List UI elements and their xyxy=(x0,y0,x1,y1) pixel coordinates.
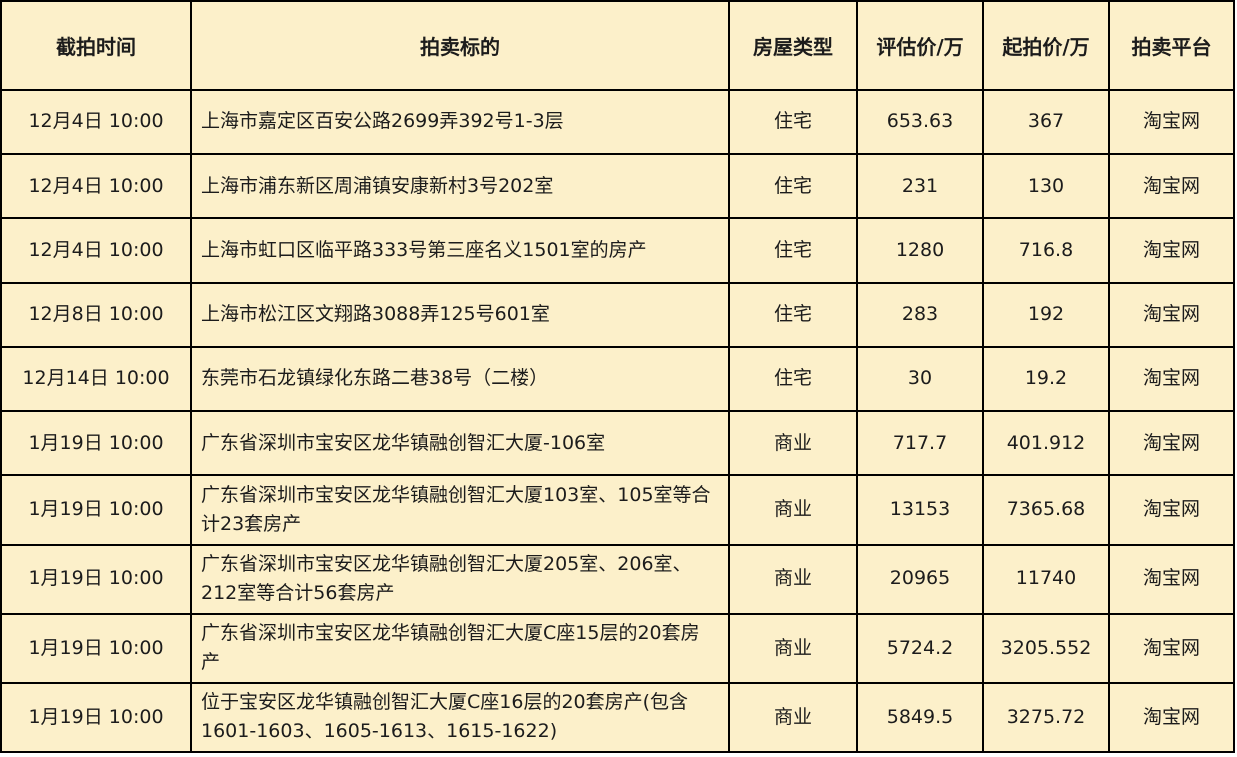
cell-start-price: 716.8 xyxy=(982,217,1110,284)
cell-appraisal-price: 5724.2 xyxy=(856,612,984,684)
cell-auction-end-time: 12月4日 10:00 xyxy=(0,153,192,220)
cell-start-price: 19.2 xyxy=(982,345,1110,413)
cell-house-type: 住宅 xyxy=(728,281,858,348)
cell-auction-end-time: 12月8日 10:00 xyxy=(0,281,192,348)
cell-auction-platform: 淘宝网 xyxy=(1108,153,1235,220)
column-header-appraisal: 评估价/万 xyxy=(856,0,984,91)
cell-house-type: 商业 xyxy=(728,474,858,546)
column-header-subject: 拍卖标的 xyxy=(190,0,730,91)
cell-auction-platform: 淘宝网 xyxy=(1108,681,1235,754)
cell-auction-subject: 上海市嘉定区百安公路2699弄392号1-3层 xyxy=(190,88,730,156)
cell-house-type: 住宅 xyxy=(728,217,858,284)
cell-appraisal-price: 30 xyxy=(856,345,984,413)
cell-house-type: 商业 xyxy=(728,410,858,477)
cell-house-type: 商业 xyxy=(728,681,858,754)
cell-start-price: 3205.552 xyxy=(982,612,1110,684)
cell-auction-platform: 淘宝网 xyxy=(1108,543,1235,615)
table-row: 1月19日 10:00 广东省深圳市宝安区龙华镇融创智汇大厦C座15层的20套房… xyxy=(0,612,1235,684)
cell-auction-end-time: 1月19日 10:00 xyxy=(0,612,192,684)
column-header-type: 房屋类型 xyxy=(728,0,858,91)
cell-start-price: 3275.72 xyxy=(982,681,1110,754)
cell-auction-end-time: 1月19日 10:00 xyxy=(0,543,192,615)
cell-auction-end-time: 12月4日 10:00 xyxy=(0,217,192,284)
table-row: 12月4日 10:00 上海市浦东新区周浦镇安康新村3号202室 住宅 231 … xyxy=(0,153,1235,220)
cell-auction-end-time: 12月4日 10:00 xyxy=(0,88,192,156)
cell-start-price: 401.912 xyxy=(982,410,1110,477)
cell-auction-end-time: 12月14日 10:00 xyxy=(0,345,192,413)
cell-auction-subject: 位于宝安区龙华镇融创智汇大厦C座16层的20套房产(包含1601-1603、16… xyxy=(190,681,730,754)
cell-appraisal-price: 283 xyxy=(856,281,984,348)
table-body: 12月4日 10:00 上海市嘉定区百安公路2699弄392号1-3层 住宅 6… xyxy=(0,88,1235,754)
cell-auction-subject: 上海市松江区文翔路3088弄125号601室 xyxy=(190,281,730,348)
cell-start-price: 192 xyxy=(982,281,1110,348)
table-row: 1月19日 10:00 位于宝安区龙华镇融创智汇大厦C座16层的20套房产(包含… xyxy=(0,681,1235,754)
cell-auction-subject: 广东省深圳市宝安区龙华镇融创智汇大厦-106室 xyxy=(190,410,730,477)
cell-house-type: 商业 xyxy=(728,612,858,684)
cell-auction-subject: 上海市虹口区临平路333号第三座名义1501室的房产 xyxy=(190,217,730,284)
cell-start-price: 130 xyxy=(982,153,1110,220)
table-row: 1月19日 10:00 广东省深圳市宝安区龙华镇融创智汇大厦205室、206室、… xyxy=(0,543,1235,615)
cell-appraisal-price: 13153 xyxy=(856,474,984,546)
cell-auction-subject: 广东省深圳市宝安区龙华镇融创智汇大厦103室、105室等合计23套房产 xyxy=(190,474,730,546)
table-row: 1月19日 10:00 广东省深圳市宝安区龙华镇融创智汇大厦103室、105室等… xyxy=(0,474,1235,546)
cell-appraisal-price: 1280 xyxy=(856,217,984,284)
cell-start-price: 367 xyxy=(982,88,1110,156)
cell-house-type: 住宅 xyxy=(728,88,858,156)
cell-house-type: 住宅 xyxy=(728,153,858,220)
table-row: 1月19日 10:00 广东省深圳市宝安区龙华镇融创智汇大厦-106室 商业 7… xyxy=(0,410,1235,477)
cell-auction-platform: 淘宝网 xyxy=(1108,217,1235,284)
cell-auction-subject: 上海市浦东新区周浦镇安康新村3号202室 xyxy=(190,153,730,220)
table-row: 12月4日 10:00 上海市虹口区临平路333号第三座名义1501室的房产 住… xyxy=(0,217,1235,284)
cell-house-type: 住宅 xyxy=(728,345,858,413)
cell-auction-end-time: 1月19日 10:00 xyxy=(0,681,192,754)
cell-start-price: 11740 xyxy=(982,543,1110,615)
cell-appraisal-price: 717.7 xyxy=(856,410,984,477)
cell-appraisal-price: 653.63 xyxy=(856,88,984,156)
cell-house-type: 商业 xyxy=(728,543,858,615)
table-row: 12月4日 10:00 上海市嘉定区百安公路2699弄392号1-3层 住宅 6… xyxy=(0,88,1235,156)
cell-appraisal-price: 5849.5 xyxy=(856,681,984,754)
cell-auction-end-time: 1月19日 10:00 xyxy=(0,474,192,546)
header-row: 截拍时间 拍卖标的 房屋类型 评估价/万 起拍价/万 拍卖平台 xyxy=(0,0,1235,91)
table-row: 12月14日 10:00 东莞市石龙镇绿化东路二巷38号（二楼） 住宅 30 1… xyxy=(0,345,1235,413)
column-header-platform: 拍卖平台 xyxy=(1108,0,1235,91)
cell-auction-end-time: 1月19日 10:00 xyxy=(0,410,192,477)
cell-start-price: 7365.68 xyxy=(982,474,1110,546)
table-row: 12月8日 10:00 上海市松江区文翔路3088弄125号601室 住宅 28… xyxy=(0,281,1235,348)
column-header-start_price: 起拍价/万 xyxy=(982,0,1110,91)
cell-auction-subject: 东莞市石龙镇绿化东路二巷38号（二楼） xyxy=(190,345,730,413)
cell-auction-platform: 淘宝网 xyxy=(1108,88,1235,156)
cell-auction-subject: 广东省深圳市宝安区龙华镇融创智汇大厦C座15层的20套房产 xyxy=(190,612,730,684)
cell-appraisal-price: 231 xyxy=(856,153,984,220)
cell-appraisal-price: 20965 xyxy=(856,543,984,615)
column-header-time: 截拍时间 xyxy=(0,0,192,91)
cell-auction-subject: 广东省深圳市宝安区龙华镇融创智汇大厦205室、206室、212室等合计56套房产 xyxy=(190,543,730,615)
cell-auction-platform: 淘宝网 xyxy=(1108,474,1235,546)
cell-auction-platform: 淘宝网 xyxy=(1108,281,1235,348)
cell-auction-platform: 淘宝网 xyxy=(1108,410,1235,477)
cell-auction-platform: 淘宝网 xyxy=(1108,345,1235,413)
cell-auction-platform: 淘宝网 xyxy=(1108,612,1235,684)
